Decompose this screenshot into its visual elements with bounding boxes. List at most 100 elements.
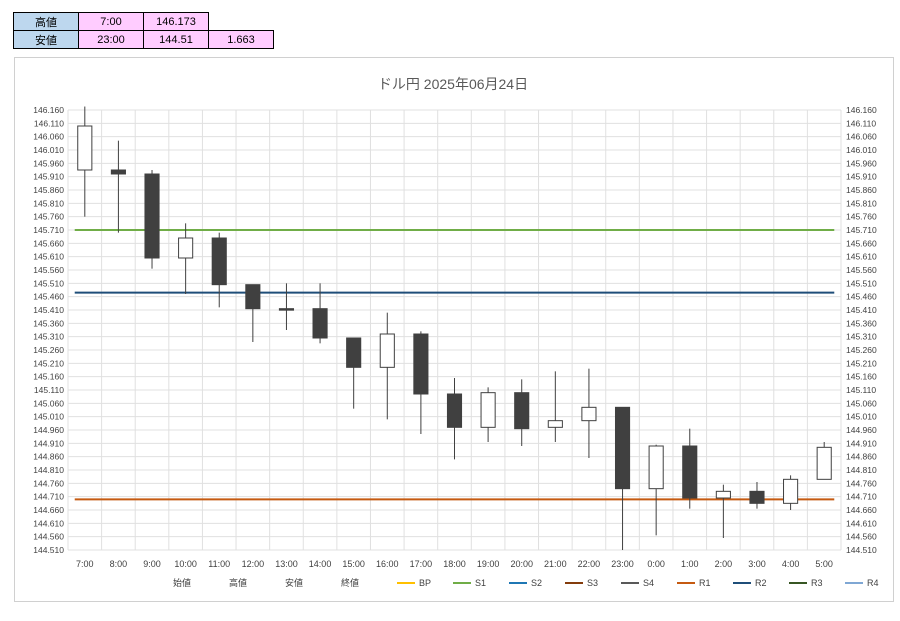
x-tick-label: 14:00 xyxy=(309,559,332,569)
y-tick-label-right: 145.860 xyxy=(846,185,877,195)
summary-range-value: 1.663 xyxy=(208,30,274,49)
candlestick-chart: ドル円 2025年06月24日 146.160146.110146.060146… xyxy=(33,76,879,588)
summary-low-label: 安値 xyxy=(13,30,79,49)
y-tick-label-right: 144.860 xyxy=(846,452,877,462)
y-tick-label-left: 144.660 xyxy=(33,505,64,515)
y-tick-label-right: 144.660 xyxy=(846,505,877,515)
y-tick-label-right: 145.360 xyxy=(846,318,877,328)
candle-body-down xyxy=(211,237,227,286)
x-tick-label: 2:00 xyxy=(715,559,733,569)
legend-item: R2 xyxy=(733,578,767,588)
y-tick-label-right: 145.710 xyxy=(846,225,877,235)
x-tick-label: 17:00 xyxy=(410,559,433,569)
y-tick-label-left: 145.910 xyxy=(33,172,64,182)
y-tick-label-right: 144.960 xyxy=(846,425,877,435)
x-tick-label: 23:00 xyxy=(611,559,634,569)
legend-item: S3 xyxy=(565,578,598,588)
candle xyxy=(312,283,328,344)
candle-body-up xyxy=(581,406,597,422)
x-tick-label: 16:00 xyxy=(376,559,399,569)
legend-item: 高値 xyxy=(229,577,247,588)
candle-body-down xyxy=(749,490,765,504)
x-tick-label: 22:00 xyxy=(578,559,601,569)
y-tick-label-right: 145.810 xyxy=(846,198,877,208)
candle xyxy=(547,371,563,442)
y-tick-label-right: 144.560 xyxy=(846,532,877,542)
candle xyxy=(144,170,160,269)
chart-title: ドル円 2025年06月24日 xyxy=(378,76,528,92)
candle xyxy=(682,428,698,509)
candle xyxy=(783,475,799,510)
summary-low-time: 23:00 xyxy=(78,30,144,49)
legend-item: 終値 xyxy=(341,577,359,588)
y-tick-label-left: 145.010 xyxy=(33,412,64,422)
legend-label: R4 xyxy=(867,578,879,588)
x-tick-label: 13:00 xyxy=(275,559,298,569)
candle-body-down xyxy=(278,308,295,311)
legend-label: 安値 xyxy=(285,577,303,588)
candle-body-down xyxy=(514,392,530,430)
y-axis-right: 146.160 146.110 146.060 146.010 145.960 145.9… xyxy=(846,105,877,555)
y-tick-label-right: 145.010 xyxy=(846,412,877,422)
candle-body-up xyxy=(178,237,194,259)
y-tick-label-right: 145.460 xyxy=(846,292,877,302)
legend-label: R1 xyxy=(699,578,711,588)
y-tick-label-left: 146.160 xyxy=(33,105,64,115)
y-tick-label-right: 144.910 xyxy=(846,438,877,448)
candle-body-up xyxy=(783,478,799,504)
y-tick-label-right: 145.110 xyxy=(846,385,876,395)
grid-lines xyxy=(67,109,842,551)
y-tick-label-left: 145.610 xyxy=(33,252,64,262)
y-tick-label-left: 145.860 xyxy=(33,185,64,195)
y-tick-label-left: 145.510 xyxy=(33,278,64,288)
y-tick-label-left: 146.110 xyxy=(34,118,64,128)
x-tick-label: 19:00 xyxy=(477,559,500,569)
x-tick-label: 18:00 xyxy=(443,559,466,569)
chart-area: ドル円 2025年06月24日 146.160 146.110 146.060 146… xyxy=(14,57,894,602)
candle xyxy=(211,232,227,308)
candles xyxy=(77,106,832,550)
x-tick-label: 20:00 xyxy=(510,559,533,569)
y-tick-label-left: 145.560 xyxy=(33,265,64,275)
candle-body-down xyxy=(446,393,463,428)
y-tick-label-left: 145.110 xyxy=(34,385,64,395)
candle-body-up xyxy=(480,392,496,428)
candle-body-up xyxy=(547,420,563,428)
legend-item: S1 xyxy=(453,578,486,588)
legend-label: S2 xyxy=(531,578,542,588)
y-tick-label-right: 145.210 xyxy=(846,358,877,368)
y-tick-label-right: 146.060 xyxy=(846,132,877,142)
y-tick-label-left: 146.060 xyxy=(33,132,64,142)
y-tick-label-left: 145.660 xyxy=(33,238,64,248)
y-tick-label-left: 144.910 xyxy=(33,438,64,448)
candle-body-up xyxy=(816,446,832,480)
y-tick-label-right: 145.060 xyxy=(846,398,877,408)
legend-item: S4 xyxy=(621,578,654,588)
x-tick-label: 12:00 xyxy=(242,559,265,569)
candle xyxy=(110,140,126,233)
candle xyxy=(379,312,395,420)
x-tick-label: 11:00 xyxy=(208,559,230,569)
summary-row-high: 高値 7:00 146.173 xyxy=(13,12,274,31)
legend-item: S2 xyxy=(509,578,542,588)
candle-body-up xyxy=(715,490,731,499)
y-tick-label-right: 145.310 xyxy=(846,332,877,342)
y-tick-label-left: 146.010 xyxy=(33,145,64,155)
candle-body-down xyxy=(346,337,362,368)
y-tick-label-left: 144.510 xyxy=(33,545,64,555)
candle xyxy=(77,106,93,217)
legend-item: R1 xyxy=(677,578,711,588)
legend-item: R3 xyxy=(789,578,823,588)
y-tick-label-right: 145.960 xyxy=(846,158,877,168)
candle-body-down xyxy=(614,406,631,490)
candle-body-up xyxy=(77,125,93,171)
candle xyxy=(749,482,765,509)
candle xyxy=(648,444,664,536)
candle xyxy=(178,223,194,294)
legend-label: R3 xyxy=(811,578,823,588)
x-tick-label: 1:00 xyxy=(681,559,699,569)
x-tick-label: 8:00 xyxy=(110,559,128,569)
candle-body-up xyxy=(379,333,395,368)
y-tick-label-left: 145.210 xyxy=(33,358,64,368)
y-tick-label-left: 144.810 xyxy=(33,465,64,475)
